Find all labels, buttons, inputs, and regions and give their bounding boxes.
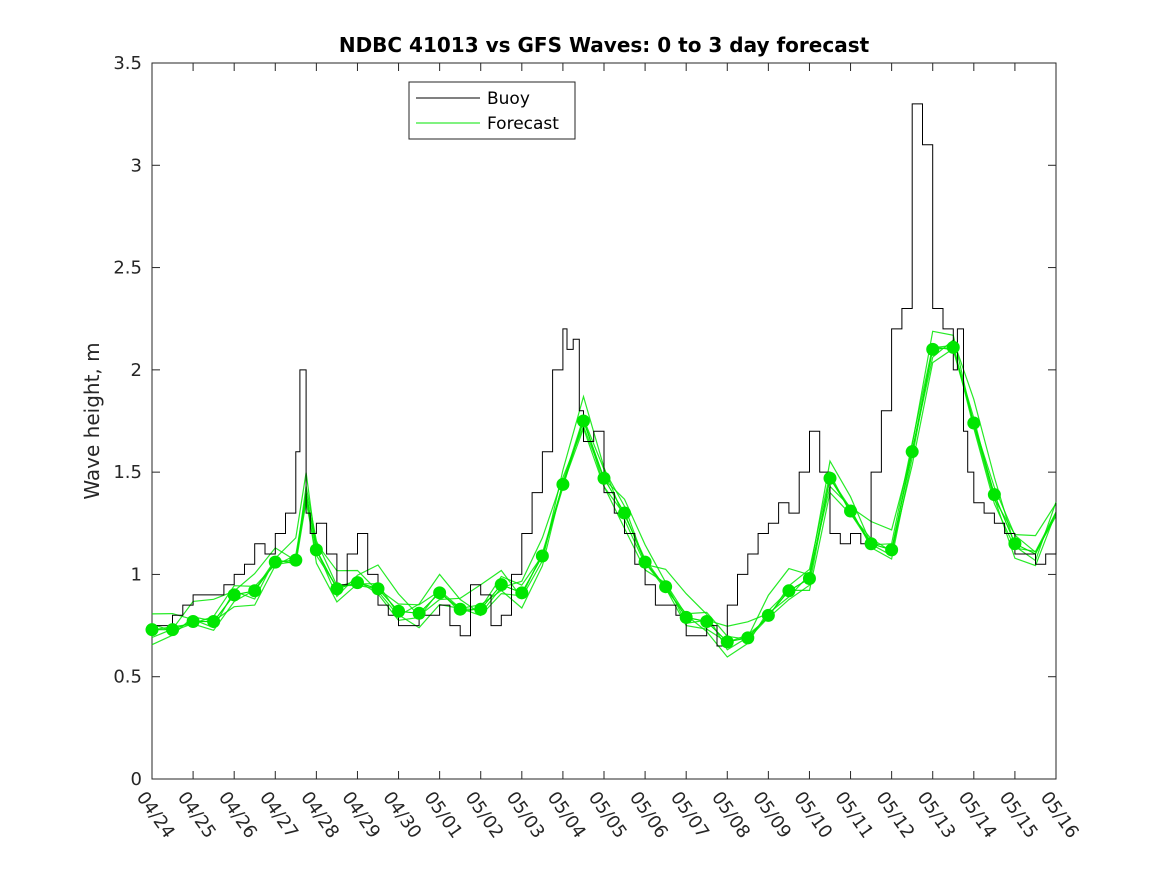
forecast-marker — [618, 506, 632, 520]
legend-buoy-label: Buoy — [487, 89, 530, 109]
forecast-marker — [987, 488, 1001, 502]
y-tick-label: 0 — [131, 769, 142, 790]
forecast-marker — [926, 342, 940, 356]
forecast-marker — [330, 582, 344, 596]
legend: Buoy Forecast — [408, 81, 576, 140]
y-tick-label: 2.5 — [113, 258, 142, 279]
forecast-marker — [720, 635, 734, 649]
x-tick-label: 05/09 — [748, 788, 795, 843]
x-tick-label: 04/26 — [214, 788, 261, 843]
forecast-marker — [885, 543, 899, 557]
forecast-marker — [946, 340, 960, 354]
forecast-marker — [186, 614, 200, 628]
y-tick-label: 3 — [131, 155, 142, 176]
forecast-marker — [433, 586, 447, 600]
x-tick-label: 04/25 — [173, 788, 220, 843]
forecast-marker — [638, 555, 652, 569]
forecast-marker — [535, 549, 549, 563]
forecast-marker — [905, 445, 919, 459]
x-tick-label: 05/13 — [913, 788, 960, 843]
x-tick-label: 05/03 — [502, 788, 549, 843]
forecast-marker — [392, 604, 406, 618]
forecast-marker — [227, 588, 241, 602]
forecast-marker — [967, 416, 981, 430]
x-tick-label: 05/10 — [789, 788, 836, 843]
legend-box — [408, 81, 576, 140]
x-tick-label: 05/15 — [995, 788, 1042, 843]
x-tick-label: 05/02 — [461, 788, 508, 843]
forecast-marker — [782, 584, 796, 598]
forecast-marker — [207, 614, 221, 628]
x-tick-label: 05/11 — [830, 788, 877, 843]
forecast-marker — [453, 602, 467, 616]
forecast-marker — [597, 471, 611, 485]
forecast-marker — [268, 555, 282, 569]
forecast-marker — [350, 576, 364, 590]
x-tick-label: 05/05 — [584, 788, 631, 843]
forecast-marker — [576, 414, 590, 428]
forecast-marker — [515, 586, 529, 600]
x-tick-label: 05/12 — [872, 788, 919, 843]
legend-forecast-label: Forecast — [487, 114, 559, 134]
forecast-marker — [474, 602, 488, 616]
chart-title: NDBC 41013 vs GFS Waves: 0 to 3 day fore… — [339, 33, 870, 57]
forecast-marker — [823, 471, 837, 485]
forecast-marker — [289, 553, 303, 567]
forecast-marker — [802, 572, 816, 586]
forecast-line — [151, 338, 1057, 651]
y-axis-label: Wave height, m — [80, 342, 104, 499]
x-tick-label: 05/14 — [954, 788, 1001, 843]
x-tick-label: 04/24 — [132, 788, 179, 843]
y-tick-label: 1 — [131, 564, 142, 585]
forecast-marker — [700, 614, 714, 628]
x-tick-label: 04/27 — [255, 788, 302, 843]
forecast-line — [151, 347, 1057, 658]
forecast-marker — [248, 584, 262, 598]
x-tick-label: 05/06 — [625, 788, 672, 843]
forecast-marker — [864, 537, 878, 551]
forecast-marker — [556, 477, 570, 491]
forecast-marker — [309, 543, 323, 557]
forecast-marker — [741, 631, 755, 645]
forecast-marker — [166, 623, 180, 637]
x-tick-label: 05/01 — [420, 788, 467, 843]
buoy-line — [152, 103, 1057, 647]
forecast-marker — [412, 606, 426, 620]
x-tick-label: 04/28 — [296, 788, 343, 843]
forecast-marker — [659, 580, 673, 594]
forecast-marker — [761, 608, 775, 622]
x-tick-label: 05/16 — [1036, 788, 1083, 843]
plot-area: 00.511.522.533.504/2404/2504/2604/2704/2… — [113, 53, 1083, 842]
y-tick-label: 0.5 — [113, 667, 142, 688]
forecast-marker — [1008, 537, 1022, 551]
x-tick-label: 05/04 — [543, 788, 590, 843]
x-tick-label: 05/08 — [707, 788, 754, 843]
x-tick-label: 04/30 — [378, 788, 425, 843]
forecast-line — [152, 346, 1057, 643]
y-tick-label: 3.5 — [113, 53, 142, 74]
forecast-marker — [145, 623, 159, 637]
y-tick-label: 1.5 — [113, 462, 142, 483]
forecast-marker — [679, 610, 693, 624]
x-tick-label: 04/29 — [337, 788, 384, 843]
forecast-line — [151, 345, 1057, 641]
forecast-line — [151, 344, 1057, 643]
forecast-marker — [371, 582, 385, 596]
x-tick-label: 05/07 — [666, 788, 713, 843]
forecast-marker — [494, 578, 508, 592]
forecast-marker — [844, 504, 858, 518]
y-tick-label: 2 — [131, 360, 142, 381]
